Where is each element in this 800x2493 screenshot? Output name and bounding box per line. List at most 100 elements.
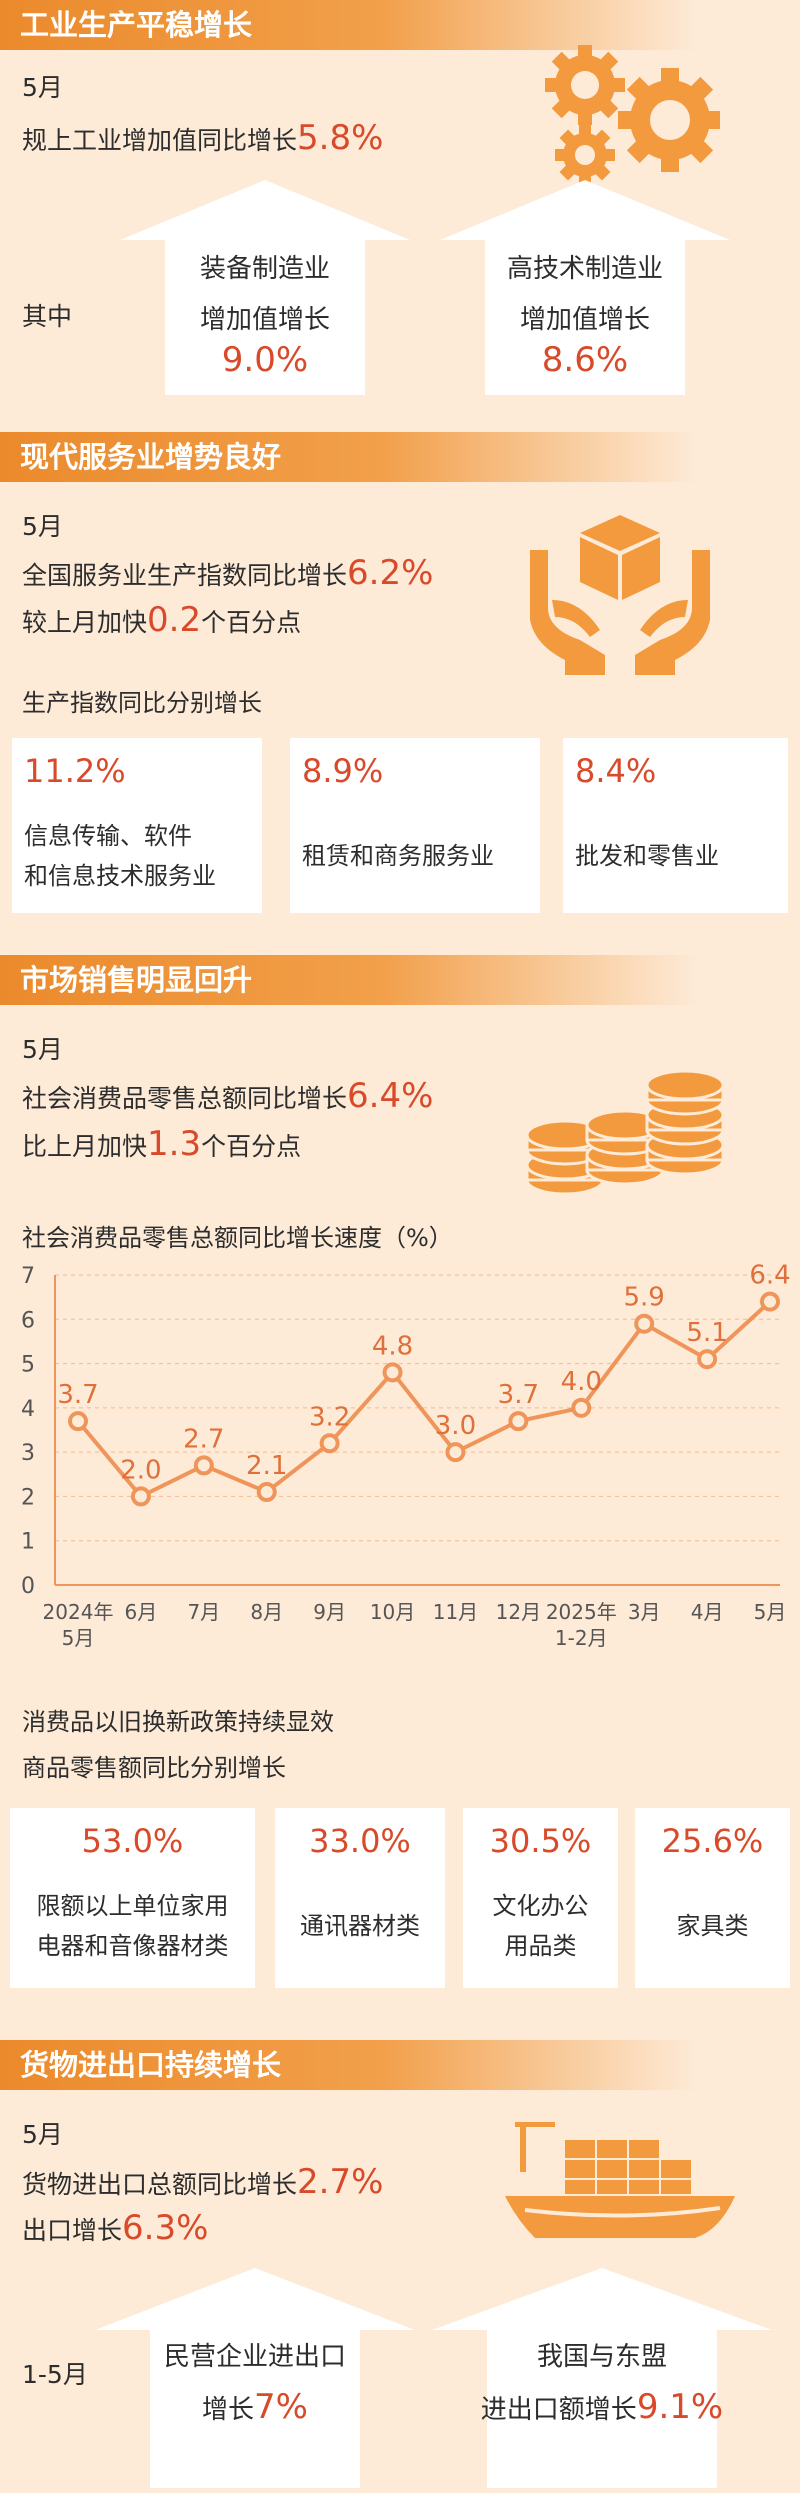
policy-line-1: 消费品以旧换新政策持续显效	[22, 1708, 334, 1736]
data-point	[508, 1411, 529, 1432]
y-tick-label: 4	[21, 1397, 35, 1422]
data-label: 4.0	[561, 1367, 602, 1397]
gears-icon	[545, 45, 720, 185]
x-tick-label: 4月	[691, 1600, 724, 1624]
retail-card-1-label-1: 限额以上单位家用	[36, 1892, 229, 1920]
private-trade-value: 7%	[254, 2387, 308, 2427]
service-card-1-label: 信息传输、软件 和信息技术服务业	[24, 816, 216, 896]
policy-line-2: 商品零售额同比分别增长	[22, 1754, 286, 1782]
data-point	[634, 1313, 655, 1334]
industry-qizhong: 其中	[22, 302, 73, 331]
equipment-manufacturing: 装备制造业 增加值增长 9.0%	[160, 248, 370, 380]
retail-month: 5月	[22, 1035, 63, 1064]
equipment-value: 9.0%	[221, 340, 309, 380]
data-point	[193, 1455, 214, 1476]
retail-card-1-label-2: 电器和音像器材类	[36, 1932, 229, 1960]
retail-card-4-label: 家具类	[676, 1912, 749, 1940]
service-subtitle: 生产指数同比分别增长	[22, 689, 262, 717]
cargo-ship-icon	[505, 2122, 735, 2238]
chart-points	[68, 1291, 780, 1507]
service-card-3-value: 8.4%	[575, 752, 657, 790]
data-label: 2.7	[183, 1424, 224, 1454]
equipment-label-2: 增加值增长	[199, 305, 330, 335]
chart-grid	[54, 1274, 780, 1586]
service-card-2: 8.9% 租赁和商务服务业	[290, 738, 540, 913]
coins-icon	[525, 1069, 725, 1196]
asean-trade: 我国与东盟 进出口额增长9.1%	[470, 2336, 734, 2427]
retail-card-1: 53.0% 限额以上单位家用 电器和音像器材类	[10, 1808, 255, 1988]
retail-card-3-label-2: 用品类	[504, 1932, 577, 1960]
section-title-service: 现代服务业增势良好	[0, 432, 700, 482]
data-label: 2.0	[120, 1455, 161, 1485]
industry-month: 5月	[22, 73, 63, 102]
chart-title: 社会消费品零售总额同比增长速度（%）	[22, 1224, 453, 1252]
chart-value-labels: 3.7 2.0 2.7 2.1 3.2 4.8 3.0 3.7 4.0 5.9 5.1 6.4	[57, 1261, 790, 1486]
y-tick-label: 7	[21, 1264, 35, 1289]
y-tick-label: 0	[21, 1574, 35, 1599]
chart-series-line	[76, 1300, 772, 1499]
chart-y-axis: 0 1 2 3 4 5 6 7	[21, 1264, 35, 1599]
trade-period: 1-5月	[22, 2360, 88, 2389]
service-card-1-value: 11.2%	[24, 752, 126, 790]
service-line-1: 全国服务业生产指数同比增长6.2%	[22, 553, 433, 593]
service-card-1-label-2: 和信息技术服务业	[24, 862, 216, 890]
service-line-1-text: 全国服务业生产指数同比增长	[22, 561, 348, 590]
x-tick-label: 11月	[433, 1600, 478, 1624]
service-card-3-label: 批发和零售业	[575, 842, 719, 870]
trade-line-2-text: 出口增长	[22, 2216, 123, 2245]
retail-card-3-label: 文化办公 用品类	[463, 1886, 618, 1966]
data-label: 6.4	[749, 1261, 790, 1291]
data-point	[130, 1486, 151, 1507]
x-tick-label: 6月	[125, 1600, 158, 1624]
retail-card-4-value: 25.6%	[661, 1822, 764, 1860]
retail-line-2-text: 比上月加快	[22, 1132, 148, 1161]
trade-line-1-value: 2.7%	[297, 2162, 384, 2202]
retail-line-1-text: 社会消费品零售总额同比增长	[22, 1084, 348, 1113]
x-tick-label: 2025年	[546, 1600, 617, 1624]
x-tick-label-line2: 5月	[62, 1626, 95, 1650]
service-line-2-value: 0.2	[147, 600, 202, 640]
y-tick-label: 2	[21, 1485, 35, 1510]
service-card-1-label-1: 信息传输、软件	[24, 822, 192, 850]
section-title-industry: 工业生产平稳增长	[0, 0, 700, 50]
trade-line-2-value: 6.3%	[122, 2208, 209, 2248]
retail-card-2: 33.0% 通讯器材类	[275, 1808, 445, 1988]
asean-trade-label-2: 进出口额增长	[480, 2395, 637, 2425]
x-tick-label: 2024年	[43, 1600, 114, 1624]
asean-trade-label-1: 我国与东盟	[536, 2342, 667, 2372]
data-point	[256, 1482, 277, 1502]
service-line-2-text: 较上月加快	[22, 608, 148, 637]
data-point	[697, 1349, 718, 1370]
data-point	[382, 1362, 403, 1383]
trade-month: 5月	[22, 2120, 63, 2149]
data-point	[319, 1433, 340, 1454]
retail-card-2-value: 33.0%	[309, 1822, 411, 1860]
service-card-3: 8.4% 批发和零售业	[563, 738, 788, 913]
data-label: 3.2	[309, 1402, 350, 1432]
y-tick-label: 3	[21, 1441, 35, 1466]
retail-growth-line-chart: 0 1 2 3 4 5 6 7 3.7 2.0 2.7 2.1 3.2 4.8 3.0 3.7 4.0 5.9 5…	[21, 1261, 791, 1650]
x-tick-label: 8月	[250, 1600, 283, 1624]
industry-headline-value: 5.8%	[297, 118, 384, 158]
x-tick-label: 3月	[628, 1600, 661, 1624]
trade-line-1: 货物进出口总额同比增长2.7%	[22, 2162, 383, 2202]
section-title-retail: 市场销售明显回升	[0, 955, 700, 1005]
x-tick-label-line2: 1-2月	[555, 1626, 608, 1650]
service-card-1: 11.2% 信息传输、软件 和信息技术服务业	[12, 738, 262, 913]
x-tick-label: 10月	[370, 1600, 415, 1624]
x-tick-label: 5月	[754, 1600, 787, 1624]
trade-line-2: 出口增长6.3%	[22, 2208, 208, 2248]
x-tick-label: 7月	[187, 1600, 220, 1624]
service-line-2: 较上月加快0.2个百分点	[22, 600, 301, 640]
retail-card-1-label: 限额以上单位家用 电器和音像器材类	[10, 1886, 255, 1966]
data-label: 2.1	[246, 1451, 287, 1481]
industry-headline-text: 规上工业增加值同比增长	[22, 126, 298, 155]
retail-line-2: 比上月加快1.3个百分点	[22, 1124, 301, 1164]
data-point	[571, 1397, 592, 1418]
retail-card-3: 30.5% 文化办公 用品类	[463, 1808, 618, 1988]
retail-card-1-value: 53.0%	[81, 1822, 184, 1860]
y-tick-label: 5	[21, 1353, 35, 1378]
arrow-box-2	[440, 180, 730, 395]
asean-trade-value: 9.1%	[636, 2387, 724, 2427]
